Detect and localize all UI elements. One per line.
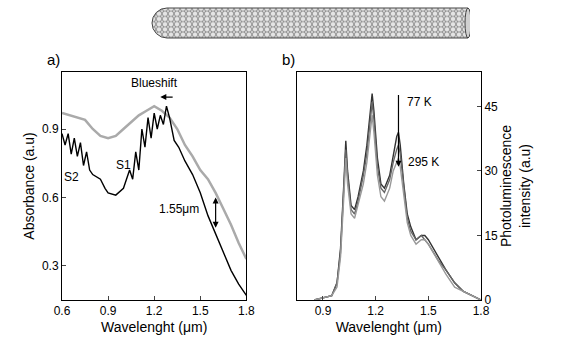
svg-text:Blueshift: Blueshift — [131, 76, 178, 90]
svg-text:1.2: 1.2 — [146, 304, 163, 318]
svg-text:77 K: 77 K — [407, 95, 432, 109]
svg-text:0.9: 0.9 — [315, 304, 332, 318]
svg-text:30: 30 — [484, 164, 498, 178]
svg-text:Wavelenght (μm): Wavelenght (μm) — [336, 319, 442, 335]
svg-text:0.9: 0.9 — [42, 122, 59, 136]
svg-text:1.5: 1.5 — [420, 304, 437, 318]
svg-text:295 K: 295 K — [408, 155, 439, 169]
svg-text:a): a) — [47, 51, 60, 68]
svg-text:1.5: 1.5 — [192, 304, 209, 318]
svg-text:0.9: 0.9 — [100, 304, 117, 318]
svg-text:1.8: 1.8 — [238, 304, 255, 318]
svg-text:0: 0 — [484, 293, 491, 307]
svg-text:Wavelenght (μm): Wavelenght (μm) — [101, 319, 207, 335]
svg-text:Photoluminescenceintensity (a.: Photoluminescenceintensity (a.u) — [498, 125, 532, 247]
svg-text:S1: S1 — [116, 158, 131, 172]
svg-text:0.3: 0.3 — [42, 259, 59, 273]
svg-text:S2: S2 — [64, 170, 79, 184]
svg-text:45: 45 — [484, 100, 498, 114]
svg-text:1.8: 1.8 — [473, 304, 490, 318]
svg-text:0.6: 0.6 — [42, 191, 59, 205]
svg-text:b): b) — [282, 51, 295, 68]
svg-text:1.2: 1.2 — [367, 304, 384, 318]
svg-text:15: 15 — [484, 229, 498, 243]
svg-text:1.55μm: 1.55μm — [159, 202, 199, 216]
svg-text:Absorbance (a.u): Absorbance (a.u) — [21, 132, 37, 239]
svg-text:0.6: 0.6 — [54, 304, 71, 318]
